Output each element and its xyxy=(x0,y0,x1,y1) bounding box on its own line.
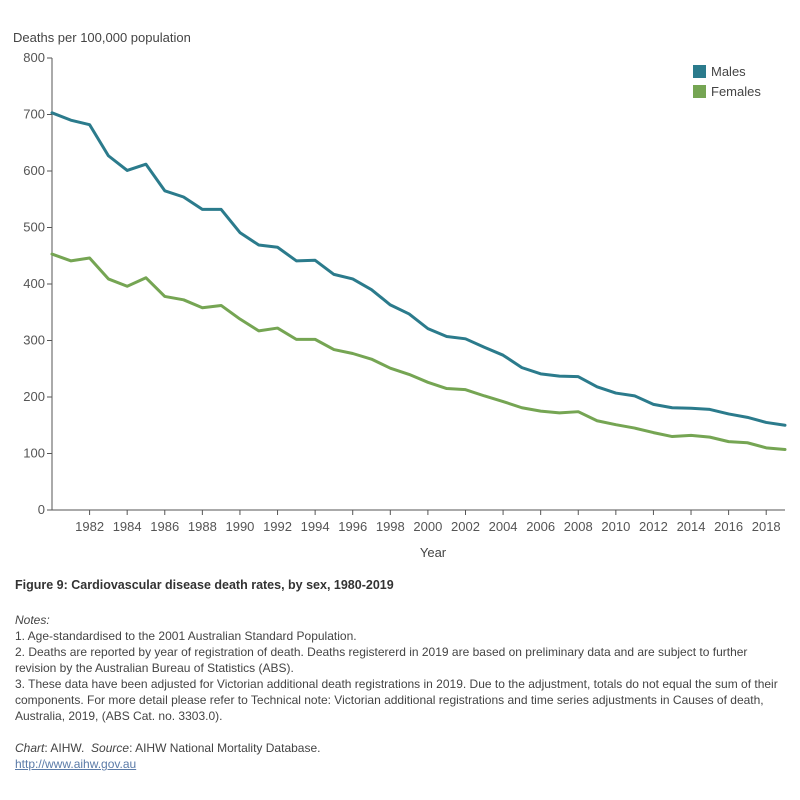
legend-swatch-females xyxy=(693,85,706,98)
y-tick-label: 700 xyxy=(23,107,45,122)
source-label: Source xyxy=(91,741,130,755)
x-tick-label: 2010 xyxy=(601,519,630,534)
x-tick-label: 2014 xyxy=(677,519,706,534)
series-line-males[interactable] xyxy=(50,111,787,427)
x-tick-label: 1988 xyxy=(188,519,217,534)
x-tick-label: 2004 xyxy=(489,519,518,534)
x-tick-label: 1986 xyxy=(150,519,179,534)
source-line: Chart: AIHW. Source: AIHW National Morta… xyxy=(15,740,790,756)
note-1: 1. Age-standardised to the 2001 Australi… xyxy=(15,629,357,643)
x-tick-label: 2018 xyxy=(752,519,781,534)
caption: Figure 9: Cardiovascular disease death r… xyxy=(15,578,790,772)
x-tick-label: 2006 xyxy=(526,519,555,534)
note-3: 3. These data have been adjusted for Vic… xyxy=(15,677,778,723)
x-tick-label: 1990 xyxy=(225,519,254,534)
x-axis-title: Year xyxy=(420,545,447,560)
x-tick-label: 1992 xyxy=(263,519,292,534)
x-tick-label: 1984 xyxy=(113,519,142,534)
y-tick-label: 0 xyxy=(38,502,45,517)
x-tick-label: 2000 xyxy=(413,519,442,534)
x-tick-label: 2016 xyxy=(714,519,743,534)
legend-label-females: Females xyxy=(711,84,761,99)
y-tick-label: 100 xyxy=(23,446,45,461)
y-tick-label: 400 xyxy=(23,276,45,291)
y-tick-label: 800 xyxy=(23,50,45,65)
source-value: : AIHW National Mortality Database. xyxy=(129,741,321,755)
x-tick-label: 1982 xyxy=(75,519,104,534)
y-tick-label: 300 xyxy=(23,333,45,348)
chart: Deaths per 100,000 population Year 0 100 2… xyxy=(13,30,787,560)
x-tick-label: 2002 xyxy=(451,519,480,534)
x-tick-label: 2008 xyxy=(564,519,593,534)
notes-heading: Notes: xyxy=(15,613,50,627)
chart-credit-value: : AIHW. xyxy=(44,741,85,755)
y-tick-label: 500 xyxy=(23,220,45,235)
y-axis-title: Deaths per 100,000 population xyxy=(13,30,191,45)
x-tick-label: 1996 xyxy=(338,519,367,534)
x-tick-label: 1998 xyxy=(376,519,405,534)
legend-swatch-males xyxy=(693,65,706,78)
x-tick-label: 1994 xyxy=(301,519,330,534)
x-tick-label: 2012 xyxy=(639,519,668,534)
note-2: 2. Deaths are reported by year of regist… xyxy=(15,645,748,675)
chart-credit-label: Chart xyxy=(15,741,45,755)
series-line-females[interactable] xyxy=(50,252,787,452)
y-tick-label: 600 xyxy=(23,163,45,178)
aihw-website-link[interactable]: http://www.aihw.gov.au xyxy=(15,757,137,771)
y-tick-label: 200 xyxy=(23,389,45,404)
figure-title: Figure 9: Cardiovascular disease death r… xyxy=(15,578,394,592)
legend-label-males: Males xyxy=(711,64,746,79)
